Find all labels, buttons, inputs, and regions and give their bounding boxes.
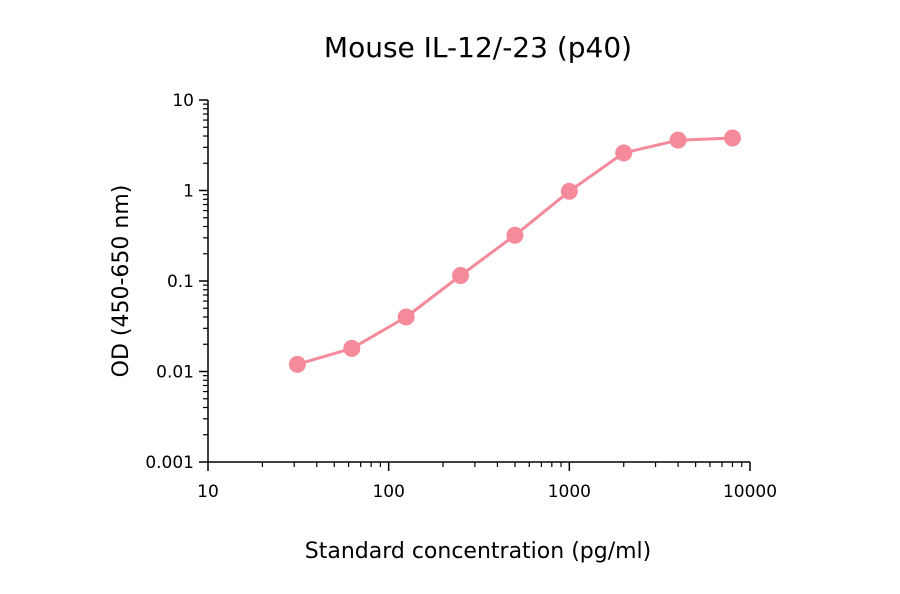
- y-tick-label: 0.001: [145, 453, 194, 473]
- y-axis: 0.001 0.01 0.1 1 10: [145, 91, 209, 473]
- y-tick-label: 10: [172, 91, 194, 111]
- data-point: [288, 355, 306, 373]
- data-point: [343, 339, 361, 357]
- y-tick-label: 0.1: [167, 272, 194, 292]
- series-line: [295, 136, 734, 366]
- data-point: [615, 144, 633, 162]
- data-point: [397, 308, 415, 326]
- x-axis-label: Standard concentration (pg/ml): [305, 539, 652, 564]
- x-axis: 10 100 1000 10000: [197, 461, 777, 502]
- data-point: [452, 267, 470, 285]
- y-ticks: 0.001 0.01 0.1 1 10: [145, 91, 208, 473]
- x-tick-label: 10000: [723, 482, 777, 502]
- y-axis-label: OD (450-650 nm): [109, 185, 134, 378]
- data-point: [723, 129, 741, 147]
- x-ticks: 10 100 1000 10000: [197, 462, 777, 502]
- x-tick-label: 100: [372, 482, 404, 502]
- x-tick-label: 10: [197, 482, 219, 502]
- chart-title: Mouse IL-12/-23 (p40): [324, 31, 632, 64]
- data-point: [506, 226, 524, 244]
- data-point: [560, 182, 578, 200]
- y-tick-label: 1: [183, 182, 194, 202]
- x-tick-label: 1000: [548, 482, 591, 502]
- plot-area: [288, 129, 741, 373]
- y-tick-label: 0.01: [156, 363, 194, 383]
- data-point: [669, 131, 687, 149]
